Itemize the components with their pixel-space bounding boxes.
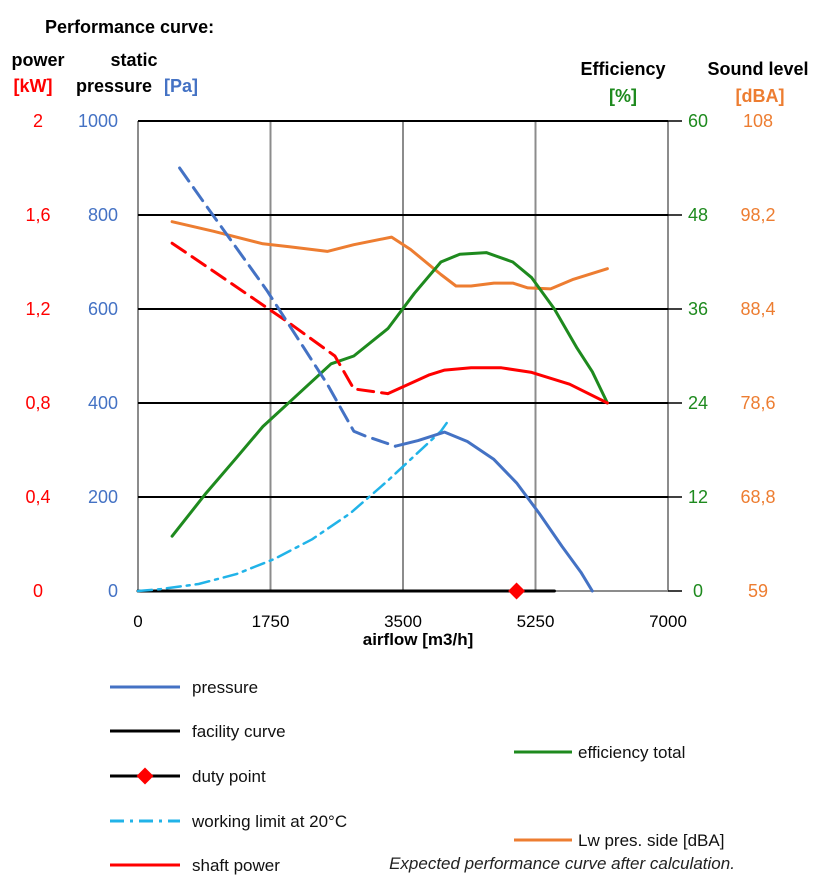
power-axis-label: power xyxy=(11,50,64,70)
series-shaft-power-dashed xyxy=(170,241,390,396)
efficiency-axis-unit: [%] xyxy=(609,86,637,106)
legend-label-efficiency-total: efficiency total xyxy=(578,743,685,762)
grid xyxy=(137,120,682,592)
efficiency-axis-label: Efficiency xyxy=(580,59,665,79)
power-tick-label: 2 xyxy=(33,111,43,131)
sound-tick-label: 88,4 xyxy=(740,299,775,319)
efficiency-tick-label: 24 xyxy=(688,393,708,413)
power-tick-label: 0,8 xyxy=(25,393,50,413)
sound-tick-label: 59 xyxy=(748,581,768,601)
series-lw-pres-side-dba xyxy=(170,220,609,291)
series-efficiency-total xyxy=(170,251,609,538)
x-tick-label: 3500 xyxy=(384,612,422,631)
power-tick-label: 0,4 xyxy=(25,487,50,507)
x-axis-label: airflow [m3/h] xyxy=(363,630,474,649)
series-pressure xyxy=(393,430,594,593)
efficiency-tick-label: 60 xyxy=(688,111,708,131)
legend-label-working-limit-at-20-c: working limit at 20°C xyxy=(191,812,347,831)
legend-label-lw-pres-side-dba: Lw pres. side [dBA] xyxy=(578,831,724,850)
pressure-axis-label-2: pressure xyxy=(76,76,152,96)
x-tick-label: 0 xyxy=(133,612,142,631)
x-tick-label: 1750 xyxy=(252,612,290,631)
pressure-tick-label: 400 xyxy=(88,393,118,413)
legend-label-shaft-power: shaft power xyxy=(192,856,280,875)
power-tick-label: 1,2 xyxy=(25,299,50,319)
chart-title: Performance curve: xyxy=(45,17,214,37)
pressure-tick-label: 800 xyxy=(88,205,118,225)
pressure-tick-label: 0 xyxy=(108,581,118,601)
efficiency-tick-label: 0 xyxy=(693,581,703,601)
series-working-limit-at-20-c xyxy=(136,421,449,593)
legend-label-pressure: pressure xyxy=(192,678,258,697)
sound-tick-label: 68,8 xyxy=(740,487,775,507)
series-pressure-dashed xyxy=(178,166,397,448)
pressure-axis-unit: [Pa] xyxy=(164,76,198,96)
power-tick-label: 0 xyxy=(33,581,43,601)
pressure-tick-label: 600 xyxy=(88,299,118,319)
efficiency-tick-label: 12 xyxy=(688,487,708,507)
legend-marker-duty-point xyxy=(136,767,154,785)
x-tick-label: 7000 xyxy=(649,612,687,631)
x-tick-label: 5250 xyxy=(517,612,555,631)
legend-label-duty-point: duty point xyxy=(192,767,266,786)
sound-tick-label: 98,2 xyxy=(740,205,775,225)
sound-tick-label: 78,6 xyxy=(740,393,775,413)
legend: pressure facility curve duty point working … xyxy=(110,678,724,875)
duty-point-marker xyxy=(508,582,526,600)
sound-axis-unit: [dBA] xyxy=(736,86,785,106)
pressure-axis-label: static xyxy=(110,50,157,70)
efficiency-tick-label: 48 xyxy=(688,205,708,225)
sound-axis-label: Sound level xyxy=(707,59,808,79)
power-tick-label: 1,6 xyxy=(25,205,50,225)
legend-label-facility-curve: facility curve xyxy=(192,722,286,741)
series-shaft-power xyxy=(386,366,609,405)
sound-tick-label: 108 xyxy=(743,111,773,131)
tick-labels: 00,40,81,21,6202004006008001000012243648… xyxy=(25,111,775,631)
efficiency-tick-label: 36 xyxy=(688,299,708,319)
power-axis-unit: [kW] xyxy=(14,76,53,96)
annotation: Expected performance curve after calcula… xyxy=(389,854,735,873)
pressure-tick-label: 1000 xyxy=(78,111,118,131)
series xyxy=(136,166,609,600)
pressure-tick-label: 200 xyxy=(88,487,118,507)
